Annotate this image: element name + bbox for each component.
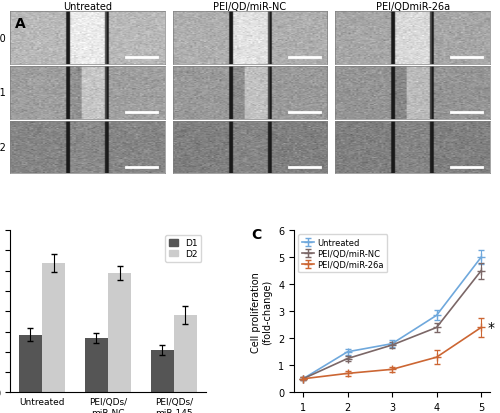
Y-axis label: D1: D1 <box>0 88 6 98</box>
Y-axis label: D0: D0 <box>0 33 6 43</box>
Y-axis label: D2: D2 <box>0 143 6 153</box>
Bar <box>151 350 174 392</box>
Title: Untreated: Untreated <box>63 2 112 12</box>
Text: C: C <box>251 228 261 241</box>
Title: PEI/QDmiR-26a: PEI/QDmiR-26a <box>376 2 450 12</box>
Title: PEI/QD/miR-NC: PEI/QD/miR-NC <box>214 2 286 12</box>
Legend: Untreated, PEI/QD/miR-NC, PEI/QD/miR-26a: Untreated, PEI/QD/miR-NC, PEI/QD/miR-26a <box>298 235 387 273</box>
Text: *: * <box>488 320 495 335</box>
Bar <box>108 273 131 392</box>
Bar <box>42 263 65 392</box>
Legend: D1, D2: D1, D2 <box>166 235 202 262</box>
Bar <box>85 338 108 392</box>
Bar <box>19 335 42 392</box>
Text: A: A <box>15 17 26 31</box>
Y-axis label: Cell proliferation
(fold-change): Cell proliferation (fold-change) <box>251 271 272 352</box>
Bar <box>174 316 197 392</box>
